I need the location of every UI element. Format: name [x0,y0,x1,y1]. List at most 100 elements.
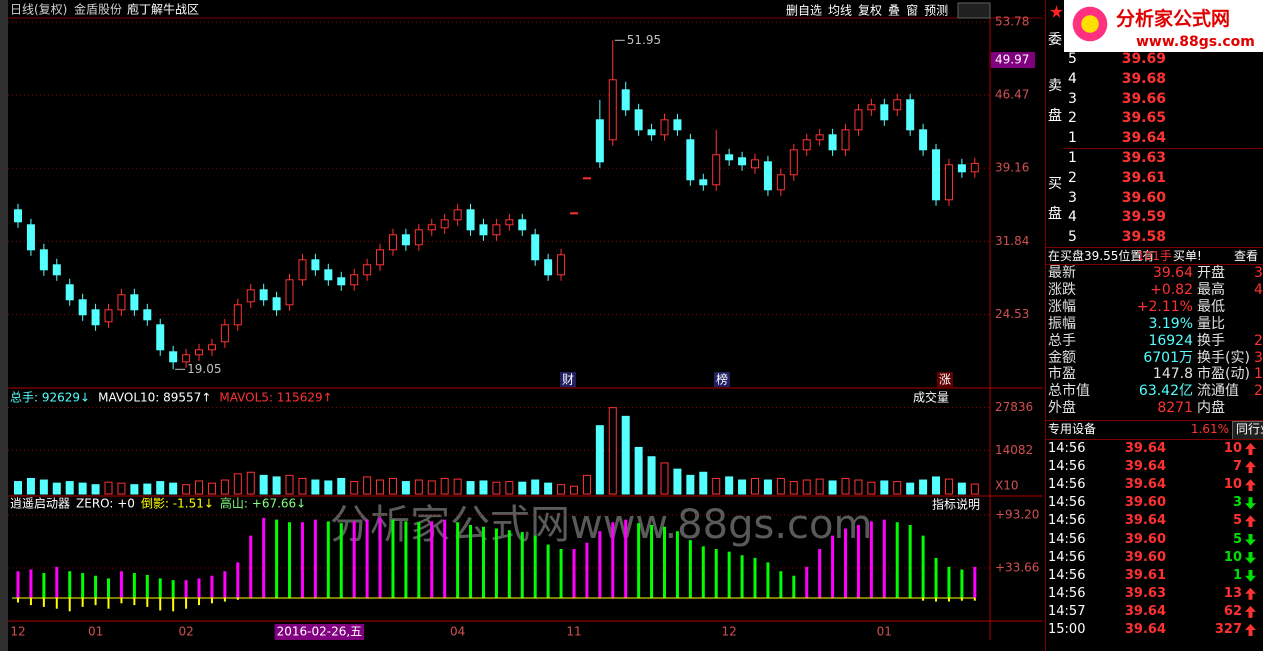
ask-level: 1 [1068,130,1077,147]
candle-body [815,134,824,141]
industry-change: 1.61% [1190,422,1229,436]
candle-body [246,289,255,303]
volume-selector[interactable]: 成交量 [913,390,949,405]
trade-volume: 10 [1223,549,1242,565]
candle-body [285,279,294,306]
stat-value: +0.82 [1150,281,1193,298]
volume-bar [789,481,798,495]
candle-body [802,139,811,151]
stat-label: 金额 [1048,349,1076,366]
trade-volume: 13 [1223,585,1242,601]
candle-body [686,139,695,181]
ask-price: 39.69 [1121,51,1166,67]
volume-bar [518,481,527,495]
volume-bar [763,479,772,495]
volume-bar [505,481,514,495]
ask-level: 5 [1068,51,1077,67]
x-tick-label: 12 [10,625,25,639]
industry-link: 同行业 [1236,422,1263,436]
volume-bar [919,479,928,495]
x-tick-label: 01 [88,625,103,639]
stock-name: 金盾股份 [74,2,122,17]
candle-body [350,274,359,286]
candle-body [789,149,798,176]
x-tick-label: 2016-02-26,五 [277,625,363,639]
trade-arrow [1245,479,1256,492]
candle-body [78,299,87,316]
candle-body [595,119,604,163]
trade-price: 39.64 [1124,513,1166,529]
indicator-legend: 高山: +67.66↓ [220,496,306,511]
volume-bar [906,482,915,495]
logo-flower [1070,4,1110,44]
stat-value: 1 [1254,366,1263,383]
toolbar-button[interactable]: 均线 [828,4,852,18]
toolbar-button[interactable]: 预测 [924,4,948,18]
candle-body [117,294,126,311]
nav-button[interactable] [957,2,991,19]
ask-level: 4 [1068,70,1077,87]
candle-body [647,129,656,136]
bid-level: 2 [1068,169,1077,186]
candle-body [634,109,643,131]
volume-bar [350,481,359,495]
candle-body [182,354,191,363]
stat-label: 总手 [1048,332,1076,349]
candle-body [65,284,74,301]
candle-body [582,177,591,180]
bid-level: 3 [1068,189,1077,206]
candle-body [14,209,22,223]
volume-bar [673,468,682,495]
volume-bar [233,473,242,495]
toolbar-button[interactable]: 叠 [888,4,900,18]
candle-body [776,174,785,191]
trade-price: 39.63 [1124,585,1166,601]
candle-body [957,164,966,173]
stat-label: 流通值 [1197,383,1239,400]
volume-bar [440,477,449,495]
trade-time: 14:56 [1048,567,1086,583]
candle-body [311,259,320,271]
stat-value: 3 [1254,265,1263,281]
trade-price: 39.60 [1124,531,1166,547]
trade-arrow [1245,533,1256,546]
stat-label: 开盘 [1197,265,1225,281]
volume-bar [388,477,397,495]
volume-bar [182,484,191,495]
candle-body [466,209,475,231]
stat-label: 涨幅 [1048,298,1076,315]
volume-bar [569,485,578,495]
bid-level: 4 [1068,209,1077,226]
toolbar-button[interactable]: 窗 [906,4,918,18]
trade-volume: 5 [1232,513,1242,529]
candle-body [143,309,152,321]
candle-body [932,149,941,201]
toolbar-button[interactable]: 删自选 [786,4,822,18]
trade-time: 14:56 [1048,585,1086,601]
indicator-help[interactable]: 指标说明 [932,497,980,512]
candle-body [324,269,333,281]
volume-bar [117,482,126,495]
volume-bar [246,471,255,495]
period: 日线(复权) [10,3,67,17]
stat-label: 最新 [1048,265,1076,281]
x-tick-label: 01 [877,625,892,639]
x-tick-label: 04 [450,625,465,639]
stat-label: 振幅 [1048,315,1076,332]
stat-value: 147.8 [1152,366,1193,383]
volume-bar [608,407,617,495]
sell-label: 卖 [1048,78,1062,94]
candle-body [854,109,863,131]
trade-volume: 5 [1232,531,1242,547]
volume-bar [841,477,850,495]
trade-volume: 62 [1223,603,1242,619]
toolbar-button[interactable]: 复权 [858,4,882,18]
volume-bar [531,479,540,495]
trade-arrow [1245,443,1256,455]
trade-volume: 10 [1223,477,1242,493]
stat-value: 3 [1254,349,1263,366]
candle-body [26,224,35,251]
buy-label: 盘 [1048,206,1062,222]
candle-body [363,264,372,276]
